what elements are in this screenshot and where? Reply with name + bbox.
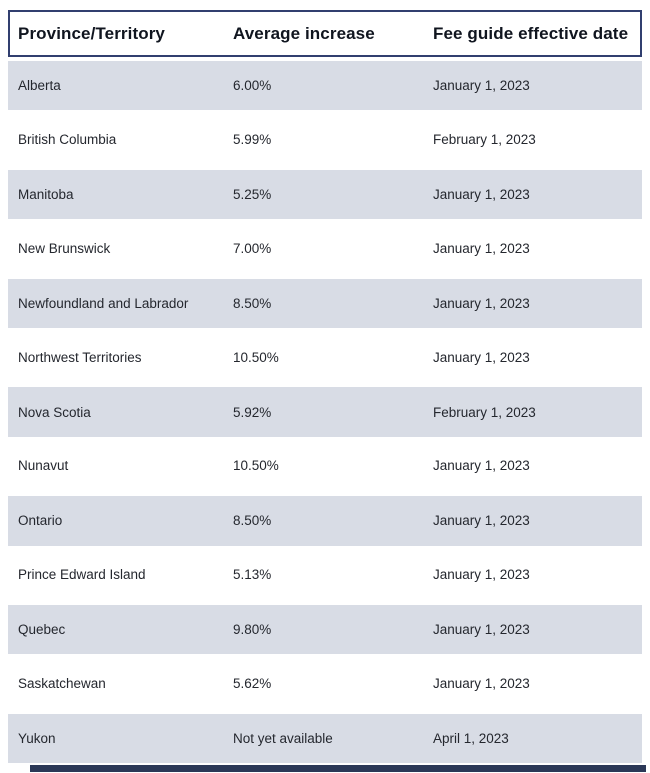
table-body: Alberta 6.00% January 1, 2023 British Co…: [8, 58, 642, 766]
table-header-row: Province/Territory Average increase Fee …: [8, 10, 642, 57]
cell-effective-date: January 1, 2023: [433, 458, 530, 474]
cell-effective-date: February 1, 2023: [433, 404, 536, 420]
cell-effective-date: January 1, 2023: [433, 240, 530, 256]
fee-guide-table: Province/Territory Average increase Fee …: [8, 10, 646, 773]
cell-average-increase: 5.99%: [233, 132, 272, 148]
table-row: Prince Edward Island 5.13% January 1, 20…: [8, 547, 642, 602]
cell-average-increase: 8.50%: [233, 295, 272, 311]
cell-province: Nova Scotia: [18, 404, 91, 420]
cell-effective-date: January 1, 2023: [433, 675, 530, 691]
table-row: Newfoundland and Labrador 8.50% January …: [8, 275, 642, 330]
cell-average-increase: 7.00%: [233, 240, 272, 256]
cell-province: Prince Edward Island: [18, 567, 146, 583]
cell-province: Alberta: [18, 78, 61, 94]
cell-average-increase: 9.80%: [233, 622, 272, 638]
table-row: Nunavut 10.50% January 1, 2023: [8, 438, 642, 494]
cell-effective-date: January 1, 2023: [433, 622, 530, 638]
cell-province: Newfoundland and Labrador: [18, 295, 189, 311]
table-row: Northwest Territories 10.50% January 1, …: [8, 329, 642, 385]
table-bottom-bar: [30, 765, 646, 773]
column-header-effective-date: Fee guide effective date: [433, 23, 629, 43]
cell-province: Manitoba: [18, 186, 74, 202]
cell-average-increase: 8.50%: [233, 513, 272, 529]
cell-average-increase: 5.92%: [233, 404, 272, 420]
cell-average-increase: 10.50%: [233, 349, 279, 365]
table-row: British Columbia 5.99% February 1, 2023: [8, 112, 642, 167]
table-row: Nova Scotia 5.92% February 1, 2023: [8, 384, 642, 439]
table-row: Saskatchewan 5.62% January 1, 2023: [8, 656, 642, 711]
table-row: Quebec 9.80% January 1, 2023: [8, 601, 642, 657]
table-row: New Brunswick 7.00% January 1, 2023: [8, 221, 642, 276]
cell-province: New Brunswick: [18, 240, 111, 256]
cell-effective-date: January 1, 2023: [433, 567, 530, 583]
table-row: Yukon Not yet available April 1, 2023: [8, 710, 642, 766]
cell-average-increase: 5.25%: [233, 186, 272, 202]
cell-province: Yukon: [18, 730, 56, 746]
cell-average-increase: Not yet available: [233, 730, 333, 746]
cell-effective-date: January 1, 2023: [433, 186, 530, 202]
cell-effective-date: January 1, 2023: [433, 78, 530, 94]
table-row: Alberta 6.00% January 1, 2023: [8, 58, 642, 113]
cell-province: British Columbia: [18, 132, 117, 148]
cell-province: Ontario: [18, 513, 63, 529]
cell-effective-date: January 1, 2023: [433, 295, 530, 311]
cell-province: Saskatchewan: [18, 675, 106, 691]
cell-effective-date: January 1, 2023: [433, 349, 530, 365]
cell-province: Nunavut: [18, 458, 69, 474]
cell-effective-date: February 1, 2023: [433, 132, 536, 148]
table-row: Manitoba 5.25% January 1, 2023: [8, 166, 642, 222]
table-row: Ontario 8.50% January 1, 2023: [8, 493, 642, 548]
cell-average-increase: 5.13%: [233, 567, 272, 583]
column-header-average-increase: Average increase: [233, 23, 375, 43]
cell-province: Quebec: [18, 622, 66, 638]
cell-province: Northwest Territories: [18, 349, 142, 365]
cell-average-increase: 5.62%: [233, 675, 272, 691]
cell-effective-date: January 1, 2023: [433, 513, 530, 529]
cell-effective-date: April 1, 2023: [433, 730, 509, 746]
cell-average-increase: 10.50%: [233, 458, 279, 474]
cell-average-increase: 6.00%: [233, 78, 272, 94]
column-header-province: Province/Territory: [18, 23, 165, 43]
